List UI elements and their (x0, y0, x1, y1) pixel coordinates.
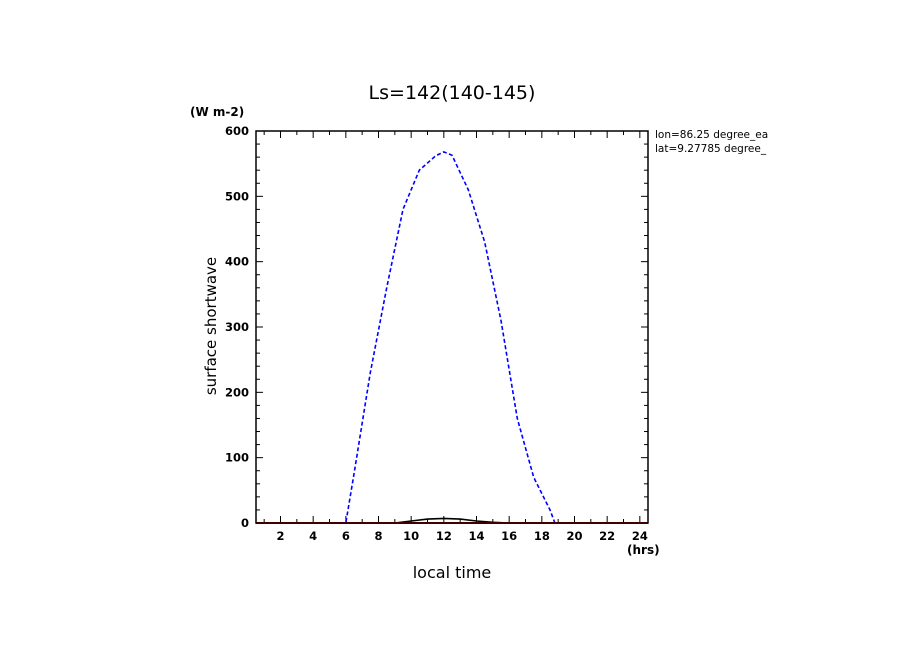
x-tick-label: 20 (566, 529, 582, 543)
x-axis-label: local time (413, 563, 492, 582)
y-axis-label: surface shortwave (202, 257, 220, 395)
y-tick-label: 300 (225, 320, 249, 334)
y-tick-label: 100 (225, 451, 249, 465)
x-tick-label: 2 (276, 529, 284, 543)
plot-title-group: Ls=142(140-145) (369, 82, 536, 104)
x-tick-label: 22 (599, 529, 615, 543)
x-tick-label: 16 (501, 529, 517, 543)
x-tick-label: 10 (403, 529, 419, 543)
x-tick-label: 18 (534, 529, 550, 543)
y-tick-label: 600 (225, 124, 249, 138)
annotation-lon: lon=86.25 degree_ea (655, 129, 768, 141)
y-tick-label: 0 (241, 516, 249, 530)
series-line-0 (256, 151, 648, 524)
y-tick-label: 400 (225, 255, 249, 269)
y-tick-label: 200 (225, 385, 249, 399)
x-tick-label: 6 (342, 529, 350, 543)
x-tick-label: 12 (436, 529, 452, 543)
y-unit-label: (W m-2) (190, 105, 244, 119)
x-tick-label: 14 (468, 529, 484, 543)
x-tick-label: 4 (309, 529, 317, 543)
annotation-lat: lat=9.27785 degree_ (655, 143, 767, 155)
chart-title: Ls=142(140-145) (369, 82, 536, 104)
series-layer (256, 151, 648, 524)
x-tick-label: 8 (374, 529, 382, 543)
x-unit-label: (hrs) (627, 543, 660, 557)
y-tick-label: 500 (225, 189, 249, 203)
x-tick-label: 24 (632, 529, 648, 543)
plot-frame (255, 130, 649, 524)
